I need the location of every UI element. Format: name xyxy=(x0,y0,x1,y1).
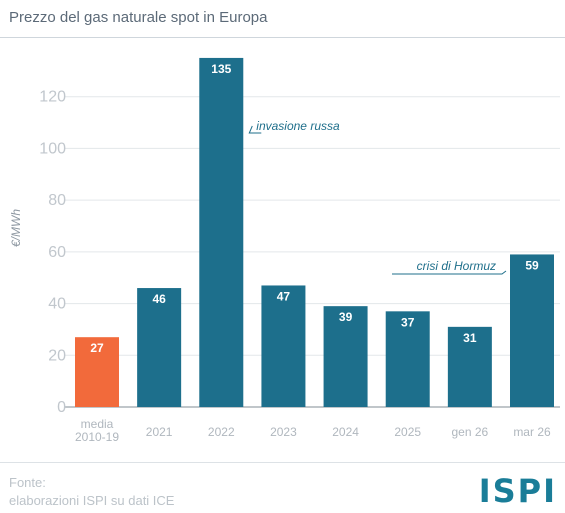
x-tick-label: media 2010-19 xyxy=(75,417,119,444)
bar xyxy=(385,311,430,407)
bar xyxy=(199,57,244,408)
y-tick-label: 20 xyxy=(48,347,66,364)
bar xyxy=(75,337,119,407)
bar-value-label: 59 xyxy=(525,258,539,272)
annotation-pointer xyxy=(392,270,507,275)
bar-value-label: 39 xyxy=(339,310,353,324)
bar xyxy=(510,254,554,407)
annotation-pointer xyxy=(248,125,262,134)
chart-title: Prezzo del gas naturale spot in Europa xyxy=(9,9,268,26)
annotations: invasione russa crisi di Hormuz xyxy=(248,119,507,275)
x-tick-label: 2022 xyxy=(208,425,235,439)
x-tick-label: 2024 xyxy=(332,425,359,439)
x-axis-labels: media 2010-19 2021 2022 2023 2024 2025 gen 26 ma… xyxy=(75,417,551,444)
bar-value-label: 31 xyxy=(463,331,477,345)
ispi-logo: ISPI xyxy=(478,472,557,510)
annotation-label: invasione russa xyxy=(256,119,340,133)
y-axis-label: €/MWh xyxy=(9,209,23,247)
bar-value-label: 46 xyxy=(152,292,166,306)
y-tick-label: 80 xyxy=(48,192,66,209)
y-tick-label: 40 xyxy=(48,296,66,313)
x-tick-label: 2023 xyxy=(270,425,297,439)
x-tick-label: mar 26 xyxy=(513,425,551,439)
bar xyxy=(323,306,368,407)
y-tick-label: 100 xyxy=(39,140,66,157)
annotation-label: crisi di Hormuz xyxy=(417,259,496,273)
source-note: Fonte: elaborazioni ISPI su dati ICE xyxy=(9,474,174,510)
bars: 27 46 135 47 39 37 31 59 xyxy=(75,57,554,408)
x-tick-label: 2021 xyxy=(146,425,173,439)
bar-value-label: 27 xyxy=(90,341,104,355)
y-tick-label: 60 xyxy=(48,244,66,261)
bar xyxy=(447,326,492,407)
footer-divider xyxy=(0,462,565,463)
bar xyxy=(137,288,182,407)
title-divider xyxy=(0,37,565,38)
bar-value-label: 135 xyxy=(211,62,231,76)
bar xyxy=(261,285,306,407)
x-tick-label: gen 26 xyxy=(452,425,489,439)
source-label: Fonte: xyxy=(9,475,46,490)
y-tick-label: 120 xyxy=(39,89,66,106)
bar-value-label: 37 xyxy=(401,315,415,329)
y-axis-ticks: 0 20 40 60 80 100 120 xyxy=(39,89,66,416)
x-tick-label: 2025 xyxy=(394,425,421,439)
source-text: elaborazioni ISPI su dati ICE xyxy=(9,493,175,508)
y-tick-label: 0 xyxy=(57,399,66,416)
bar-value-label: 47 xyxy=(277,289,291,303)
